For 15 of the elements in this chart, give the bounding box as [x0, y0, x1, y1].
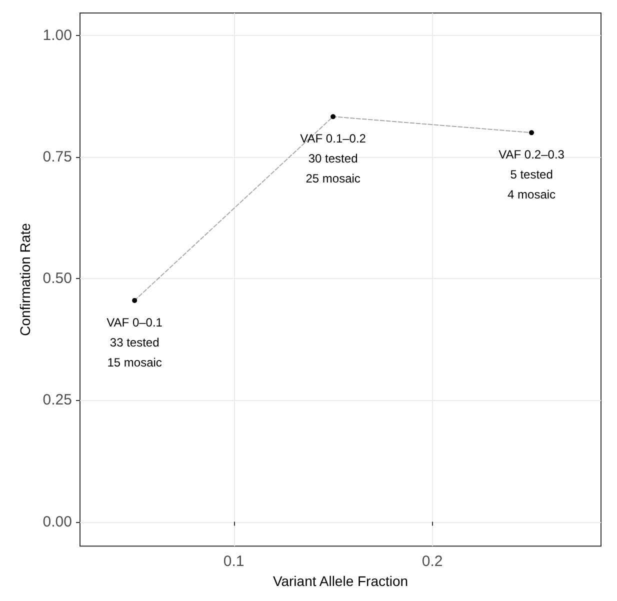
y-axis-title: Confirmation Rate [16, 222, 33, 336]
x-tick-label: 0.2 [422, 553, 443, 570]
annotation: VAF 0–0.1 33 tested 15 mosaic [106, 315, 163, 370]
point [132, 298, 138, 303]
y-tick-label: 0.50 [42, 270, 72, 288]
x-tick-label: 0.1 [223, 553, 244, 570]
y-tick-label: 1.00 [42, 26, 72, 44]
annotation: VAF 0.1–0.2 30 tested 25 mosaic [300, 132, 366, 186]
point [529, 130, 534, 136]
y-tick-label: 0.00 [42, 513, 72, 530]
y-tick-label: 0.75 [42, 148, 72, 166]
annotation: VAF 0.2–0.3 5 tested 4 mosaic [498, 148, 565, 202]
x-axis-title: Variant Allele Fraction [272, 573, 408, 589]
point [330, 114, 336, 120]
y-tick-label: 0.25 [42, 392, 72, 409]
